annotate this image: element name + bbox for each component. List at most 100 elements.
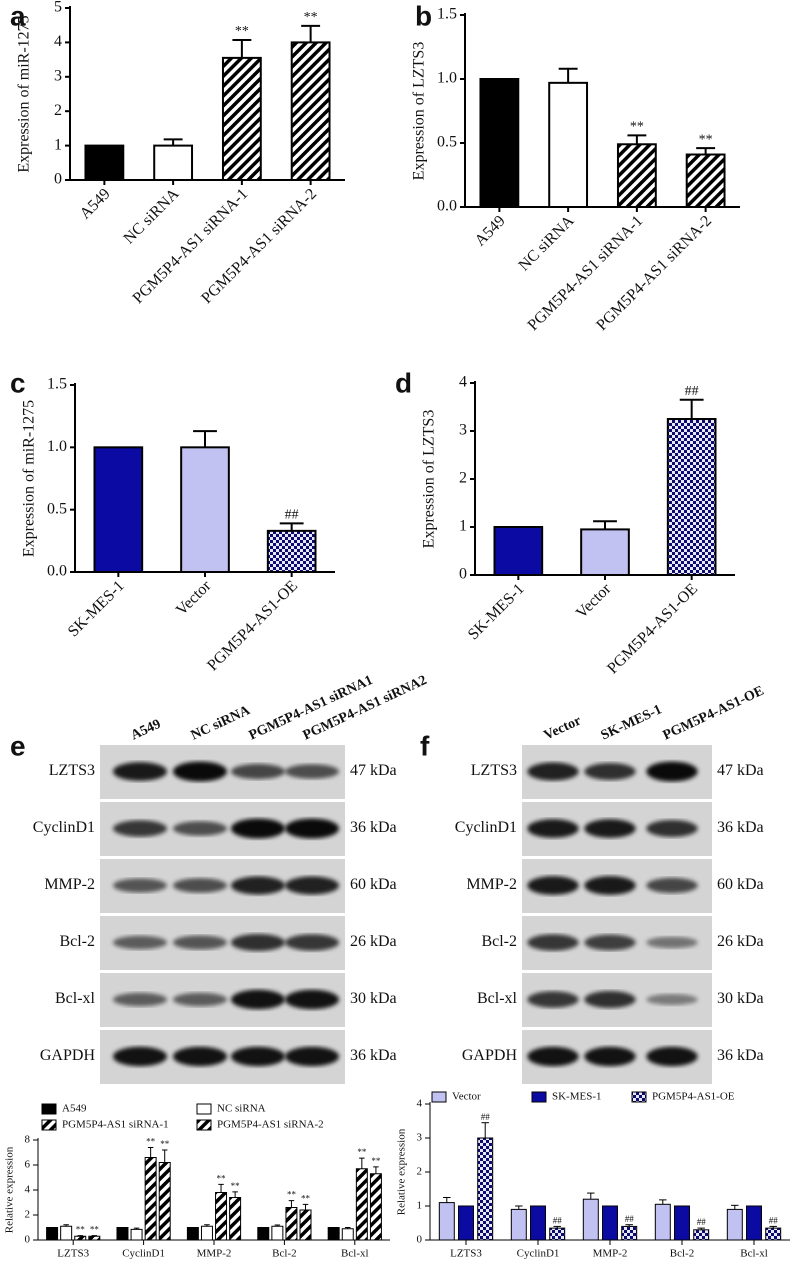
y-tick-label: 1 — [417, 1200, 423, 1212]
x-tick-label: SK-MES-1 — [465, 580, 528, 643]
y-tick-label: 0.0 — [437, 198, 457, 215]
x-tick-label: SK-MES-1 — [65, 577, 128, 640]
bar — [200, 1225, 213, 1241]
bar — [60, 1225, 73, 1241]
bar — [479, 78, 520, 208]
error-bar — [218, 1183, 224, 1193]
chart-panel: a 0 1 2 3 4 5 Expression of miR-1275 A549 NC siRN… — [10, 0, 345, 307]
panel-letter: a — [10, 0, 26, 31]
lane-label: PGM5P4-AS1-OE — [661, 684, 767, 744]
y-tick-label: 4 — [459, 374, 467, 391]
error-bar — [63, 1224, 69, 1227]
blot-band — [285, 764, 339, 779]
size-label: 26 kDa — [717, 933, 764, 950]
x-tick-label: PGM5P4-AS1 siRNA-1 — [130, 185, 252, 307]
blot-band — [527, 762, 579, 781]
y-axis-label: Relative expression — [4, 1146, 16, 1233]
x-tick-label: MMP-2 — [593, 1248, 628, 1260]
y-tick-label: 4 — [54, 33, 62, 50]
y-tick-label: 0 — [417, 1234, 423, 1246]
bar — [726, 1208, 743, 1241]
bar — [746, 1205, 762, 1241]
chart-panel: d 0 1 2 3 4 Expression of LZTS3 SK-MES-1 VectorP… — [395, 367, 735, 677]
error-bar — [696, 147, 716, 155]
bar — [621, 1225, 638, 1241]
error-bar — [147, 1147, 154, 1158]
x-tick-label: A549 — [472, 212, 509, 249]
panel-letter: b — [415, 0, 432, 31]
significance-label: ** — [90, 1225, 100, 1235]
chart-panel: c 0.0 0.5 1.0 1.5 Expression of miR-1275 SK-ME… — [10, 367, 335, 674]
y-axis-label: Relative expression — [396, 1128, 408, 1215]
x-tick-label: Bcl-2 — [272, 1248, 296, 1260]
legend-label: PGM5P4-AS1 siRNA-1 — [62, 1119, 169, 1131]
bar — [458, 1205, 474, 1241]
bar — [602, 1205, 618, 1241]
chart-panel: b 0.0 0.5 1.0 1.5 Expression of LZTS3 A549 NC s… — [411, 0, 740, 334]
blot-band — [113, 1046, 167, 1067]
bar — [229, 1197, 242, 1241]
error-bar — [443, 1197, 451, 1203]
bar — [530, 1205, 546, 1241]
bar — [477, 1137, 494, 1241]
bar — [685, 153, 726, 209]
size-label: 47 kDa — [717, 762, 764, 779]
significance-label: ## — [285, 508, 299, 523]
blot-band — [231, 989, 285, 1010]
bar — [666, 418, 717, 576]
blot-band — [527, 1046, 579, 1067]
blot-band — [113, 762, 167, 781]
x-tick-label: MMP-2 — [197, 1248, 232, 1260]
bar — [299, 1209, 312, 1241]
y-tick-label: 3 — [459, 422, 467, 439]
x-tick-label: LZTS3 — [57, 1248, 89, 1260]
error-bar — [232, 1191, 238, 1198]
blot-band — [584, 819, 636, 838]
x-tick-label: PGM5P4-AS1 siRNA-1 — [525, 212, 647, 334]
significance-label: ## — [625, 1214, 635, 1224]
bar — [549, 1227, 566, 1241]
blot-band — [173, 761, 227, 782]
blot-band — [285, 934, 339, 951]
blot-band — [231, 818, 285, 839]
error-bar — [558, 67, 578, 83]
protein-label: LZTS3 — [49, 762, 95, 779]
blot-band — [285, 1046, 339, 1067]
error-bar — [279, 522, 304, 531]
blot-band — [646, 820, 698, 837]
y-tick-label: 4 — [25, 1184, 31, 1196]
bar — [153, 144, 194, 182]
blot-band — [584, 876, 636, 895]
error-bar — [593, 520, 617, 530]
significance-label: ** — [160, 1139, 170, 1149]
blot-band — [173, 821, 227, 836]
legend-swatch — [196, 1103, 212, 1115]
error-bar — [587, 1192, 595, 1200]
significance-label: ## — [553, 1215, 563, 1225]
error-bar — [133, 1227, 140, 1230]
protein-label: LZTS3 — [471, 762, 517, 779]
bar — [493, 526, 544, 576]
protein-label: GAPDH — [462, 1047, 518, 1064]
size-label: 36 kDa — [717, 819, 764, 836]
lane-label: SK-MES-1 — [599, 702, 665, 743]
x-tick-label: NC siRNA — [121, 185, 183, 247]
blot-band — [173, 1046, 227, 1067]
x-tick-label: NC siRNA — [516, 212, 578, 274]
y-tick-label: 0.5 — [437, 134, 457, 151]
y-tick-label: 3 — [417, 1132, 423, 1144]
protein-label: Bcl-2 — [59, 933, 95, 950]
bar — [765, 1227, 782, 1241]
protein-label: CyclinD1 — [455, 819, 517, 836]
bar — [290, 41, 331, 182]
lane-label: Vector — [542, 713, 584, 743]
y-axis-label: Expression of LZTS3 — [411, 42, 428, 181]
y-tick-label: 2 — [25, 1209, 31, 1221]
lane-label: A549 — [129, 717, 164, 744]
y-tick-label: 5 — [54, 0, 62, 16]
bar — [84, 144, 125, 182]
protein-label: Bcl-xl — [477, 990, 518, 1007]
blot-band — [113, 935, 167, 950]
error-bar — [359, 1157, 365, 1169]
